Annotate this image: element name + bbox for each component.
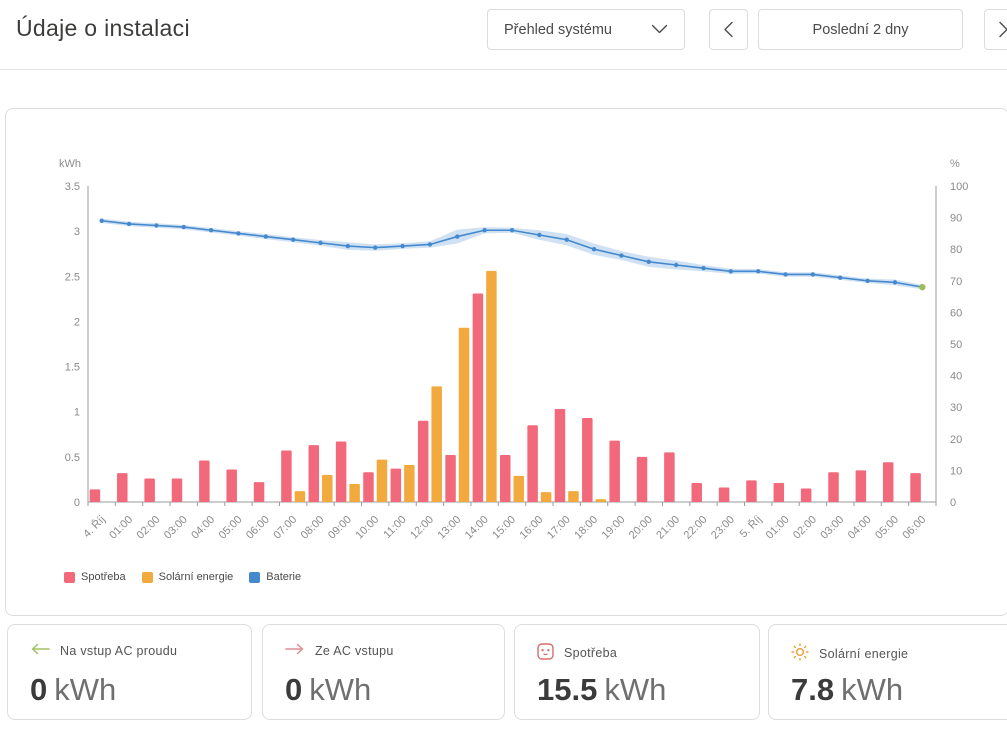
svg-text:10: 10 xyxy=(950,465,962,477)
legend-item-consumption[interactable]: Spotřeba xyxy=(64,571,126,583)
chart-legend: Spotřeba Solární energie Baterie xyxy=(64,571,301,583)
svg-text:09:00: 09:00 xyxy=(326,514,354,542)
svg-text:23:00: 23:00 xyxy=(709,514,737,542)
sun-icon xyxy=(791,643,809,664)
svg-text:03:00: 03:00 xyxy=(162,514,190,542)
svg-text:0: 0 xyxy=(950,497,956,509)
svg-text:02:00: 02:00 xyxy=(791,514,819,542)
svg-text:05:00: 05:00 xyxy=(217,514,245,542)
header: Údaje o instalaci Přehled systému Posled… xyxy=(0,0,1007,69)
svg-text:kWh: kWh xyxy=(59,158,81,170)
page-title: Údaje o instalaci xyxy=(16,15,190,41)
svg-text:07:00: 07:00 xyxy=(271,514,299,542)
battery-swatch-icon xyxy=(249,571,261,583)
svg-text:01:00: 01:00 xyxy=(764,514,792,542)
svg-text:08:00: 08:00 xyxy=(299,514,327,542)
svg-text:06:00: 06:00 xyxy=(900,514,928,542)
svg-text:02:00: 02:00 xyxy=(135,514,163,542)
svg-text:05:00: 05:00 xyxy=(873,514,901,542)
stat-card-from-ac-input: Ze AC vstupu 0 kWh xyxy=(262,624,505,720)
stat-value: 15.5 kWh xyxy=(537,672,667,707)
legend-item-solar[interactable]: Solární energie xyxy=(141,571,233,583)
svg-text:06:00: 06:00 xyxy=(244,514,272,542)
svg-text:2: 2 xyxy=(74,316,80,328)
svg-text:0.5: 0.5 xyxy=(65,452,80,464)
chevron-left-icon xyxy=(723,21,734,38)
svg-text:3: 3 xyxy=(74,226,80,238)
chevron-down-icon xyxy=(651,24,668,35)
svg-text:90: 90 xyxy=(950,213,962,225)
svg-text:80: 80 xyxy=(950,244,962,256)
svg-text:22:00: 22:00 xyxy=(682,514,710,542)
svg-text:0: 0 xyxy=(74,497,80,509)
stat-card-consumption: Spotřeba 15.5 kWh xyxy=(514,624,760,720)
svg-text:20:00: 20:00 xyxy=(627,514,655,542)
svg-text:11:00: 11:00 xyxy=(381,514,408,541)
svg-text:3.5: 3.5 xyxy=(65,181,80,193)
next-period-button[interactable] xyxy=(984,9,1007,50)
solar-swatch-icon xyxy=(141,571,153,583)
view-selector-dropdown[interactable]: Přehled systému xyxy=(487,9,685,50)
arrow-left-icon xyxy=(30,643,50,658)
svg-text:30: 30 xyxy=(950,402,962,414)
stat-card-solar: Solární energie 7.8 kWh xyxy=(768,624,1007,720)
chevron-right-icon xyxy=(998,21,1007,38)
svg-text:15:00: 15:00 xyxy=(490,514,518,542)
svg-text:100: 100 xyxy=(950,181,968,193)
svg-text:04:00: 04:00 xyxy=(846,514,874,542)
svg-text:1: 1 xyxy=(74,407,80,419)
svg-text:14:00: 14:00 xyxy=(463,514,491,542)
date-range-label: Poslední 2 dny xyxy=(812,21,909,38)
svg-text:13:00: 13:00 xyxy=(435,514,463,542)
svg-text:%: % xyxy=(950,158,960,170)
svg-text:2.5: 2.5 xyxy=(65,271,80,283)
svg-text:04:00: 04:00 xyxy=(189,514,217,542)
svg-text:1.5: 1.5 xyxy=(65,362,80,374)
svg-text:4. Říj: 4. Říj xyxy=(80,513,107,540)
view-selector-label: Přehled systému xyxy=(504,21,612,38)
stat-label: Spotřeba xyxy=(564,646,618,660)
svg-text:19:00: 19:00 xyxy=(600,514,628,542)
stat-value: 0 kWh xyxy=(30,672,117,707)
svg-text:5. Říj: 5. Říj xyxy=(737,513,764,540)
svg-text:21:00: 21:00 xyxy=(654,514,682,542)
energy-chart-card: kWh% 3.5 3 2.5 2 1.5 1 0.5 0 100 90 80 70 60 50 40 30 20 1… xyxy=(5,108,1007,616)
svg-text:50: 50 xyxy=(950,339,962,351)
svg-text:70: 70 xyxy=(950,276,962,288)
stat-label: Na vstup AC proudu xyxy=(60,643,178,658)
stat-label: Ze AC vstupu xyxy=(315,643,394,658)
energy-chart[interactable]: kWh %3.532.521.510.5010090807060504030201… xyxy=(6,109,1007,615)
date-range-button[interactable]: Poslední 2 dny xyxy=(758,9,963,50)
svg-text:17:00: 17:00 xyxy=(545,514,573,542)
stat-value: 0 kWh xyxy=(285,672,372,707)
legend-item-battery[interactable]: Baterie xyxy=(249,571,301,583)
svg-text:03:00: 03:00 xyxy=(818,514,846,542)
svg-text:01:00: 01:00 xyxy=(107,514,135,542)
svg-text:16:00: 16:00 xyxy=(518,514,546,542)
svg-text:60: 60 xyxy=(950,307,962,319)
arrow-right-icon xyxy=(285,643,305,658)
stat-value: 7.8 kWh xyxy=(791,672,904,707)
prev-period-button[interactable] xyxy=(709,9,748,50)
stat-card-to-ac-input: Na vstup AC proudu 0 kWh xyxy=(7,624,252,720)
outlet-icon xyxy=(537,643,554,663)
consumption-swatch-icon xyxy=(64,571,75,583)
stat-label: Solární energie xyxy=(819,646,909,661)
svg-text:40: 40 xyxy=(950,371,962,383)
svg-text:12:00: 12:00 xyxy=(408,514,436,542)
svg-text:10:00: 10:00 xyxy=(353,514,381,542)
svg-text:20: 20 xyxy=(950,434,962,446)
header-divider xyxy=(0,69,1007,70)
svg-text:18:00: 18:00 xyxy=(572,514,600,542)
